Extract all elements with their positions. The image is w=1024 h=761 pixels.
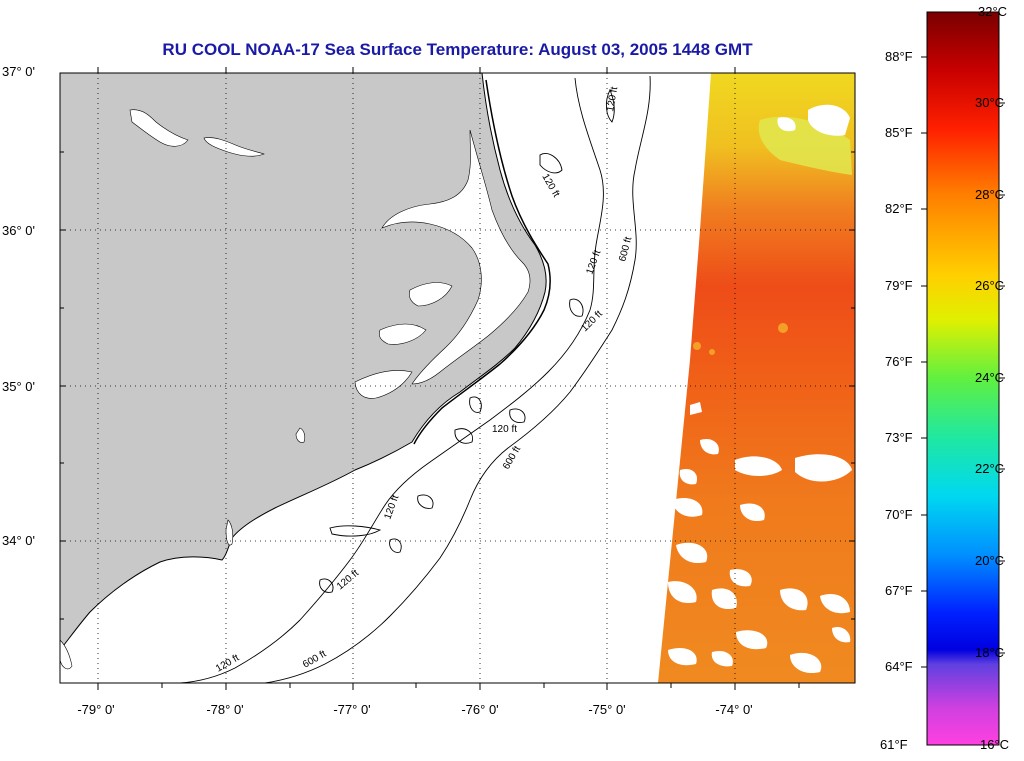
- lon-label-77: -77° 0': [333, 702, 371, 717]
- colorbar-f-61: 61°F: [880, 737, 908, 752]
- sst-warm-spots: [693, 323, 788, 355]
- colorbar-c-28: 28°C: [975, 187, 1005, 202]
- lon-label-76: -76° 0': [461, 702, 499, 717]
- lat-label-37: 37° 0': [2, 64, 35, 79]
- contour-label-120-d: 120 ft: [492, 424, 517, 435]
- colorbar-c-30: 30°C: [975, 95, 1005, 110]
- colorbar-f-67: 67°F: [885, 583, 913, 598]
- tick-marks: [60, 67, 855, 690]
- colorbar-c-18: 18°C: [975, 645, 1005, 660]
- colorbar-c-32: 32°C: [978, 4, 1008, 19]
- colorbar-f-85: 85°F: [885, 125, 913, 140]
- lat-label-34: 34° 0': [2, 533, 35, 548]
- lon-label-74: -74° 0': [715, 702, 753, 717]
- lat-label-35: 35° 0': [2, 379, 35, 394]
- cloud-gaps: [668, 104, 852, 674]
- lon-label-78: -78° 0': [206, 702, 244, 717]
- contour-600ft: [264, 75, 651, 684]
- map-title: RU COOL NOAA-17 Sea Surface Temperature:…: [162, 40, 753, 59]
- lon-label-75: -75° 0': [588, 702, 626, 717]
- map-frame: [59, 72, 856, 684]
- colorbar-c-20: 20°C: [975, 553, 1005, 568]
- colorbar-f-70: 70°F: [885, 507, 913, 522]
- lat-label-36: 36° 0': [2, 223, 35, 238]
- colorbar-f-73: 73°F: [885, 430, 913, 445]
- colorbar-f-79: 79°F: [885, 278, 913, 293]
- lon-label-79: -79° 0': [77, 702, 115, 717]
- bathymetry-contours: [179, 75, 651, 684]
- inland-water: [59, 109, 531, 670]
- contour-label-120-north: 120 ft: [605, 86, 620, 113]
- graticule: [60, 73, 855, 683]
- colorbar-c-22: 22°C: [975, 461, 1005, 476]
- colorbar-c-16: 16°C: [980, 737, 1010, 752]
- colorbar-f-76: 76°F: [885, 354, 913, 369]
- colorbar: [926, 11, 1000, 746]
- barrier-islands: [413, 79, 551, 445]
- colorbar-c-24: 24°C: [975, 370, 1005, 385]
- contour-120ft: [179, 77, 604, 684]
- colorbar-f-64: 64°F: [885, 659, 913, 674]
- colorbar-ticks: [921, 56, 1005, 668]
- colorbar-f-88: 88°F: [885, 49, 913, 64]
- colorbar-f-82: 82°F: [885, 201, 913, 216]
- sst-swath: [658, 73, 855, 683]
- colorbar-c-26: 26°C: [975, 278, 1005, 293]
